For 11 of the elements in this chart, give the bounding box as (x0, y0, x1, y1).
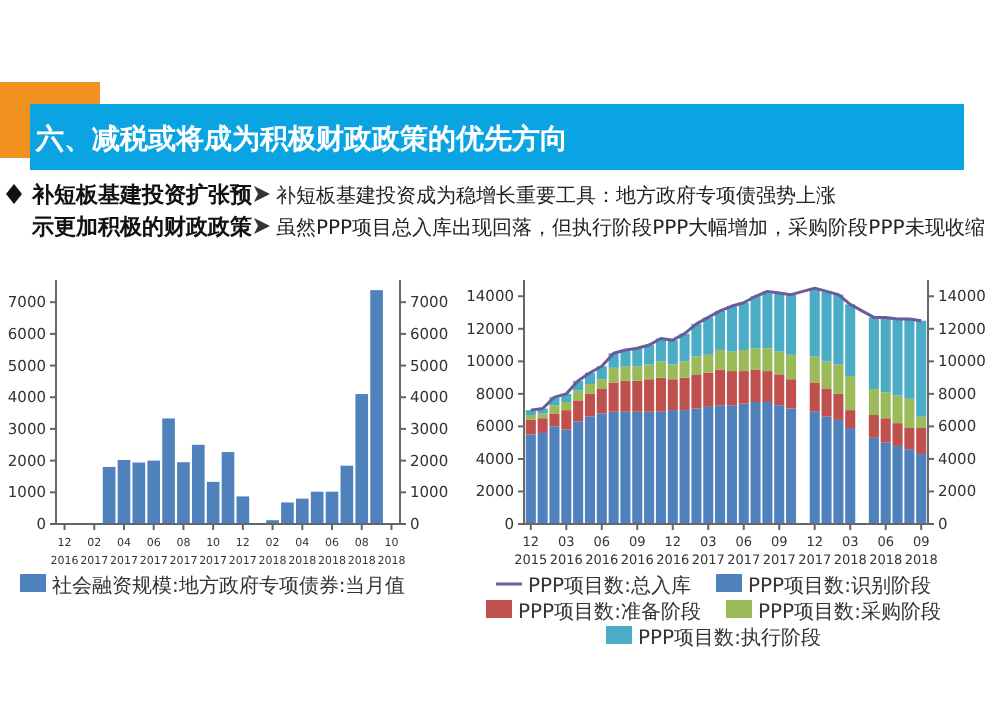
text: 虽然PPP项目总入库出现回落，但执行阶段PPP大幅增加，采购阶段PPP未现收缩 (276, 216, 985, 240)
text: 六、减税或将成为积极财政政策的优先方向 (34, 122, 568, 156)
legend-label: PPP项目数:执行阶段 (638, 626, 821, 650)
legend-label: PPP项目数:总入库 (528, 574, 691, 598)
legend-label: PPP项目数:采购阶段 (758, 600, 941, 624)
legend-label: 社会融资规模:地方政府专项债券:当月值 (52, 574, 406, 598)
text: 补短板基建投资扩张预示更加积极的财政政策 (30, 182, 254, 240)
text: 补短板基建投资成为稳增长重要工具：地方政府专项债强势上涨 (276, 184, 836, 208)
legend-label: PPP项目数:准备阶段 (518, 600, 701, 624)
legend-label: PPP项目数:识别阶段 (748, 574, 931, 598)
line-series (529, 286, 923, 412)
